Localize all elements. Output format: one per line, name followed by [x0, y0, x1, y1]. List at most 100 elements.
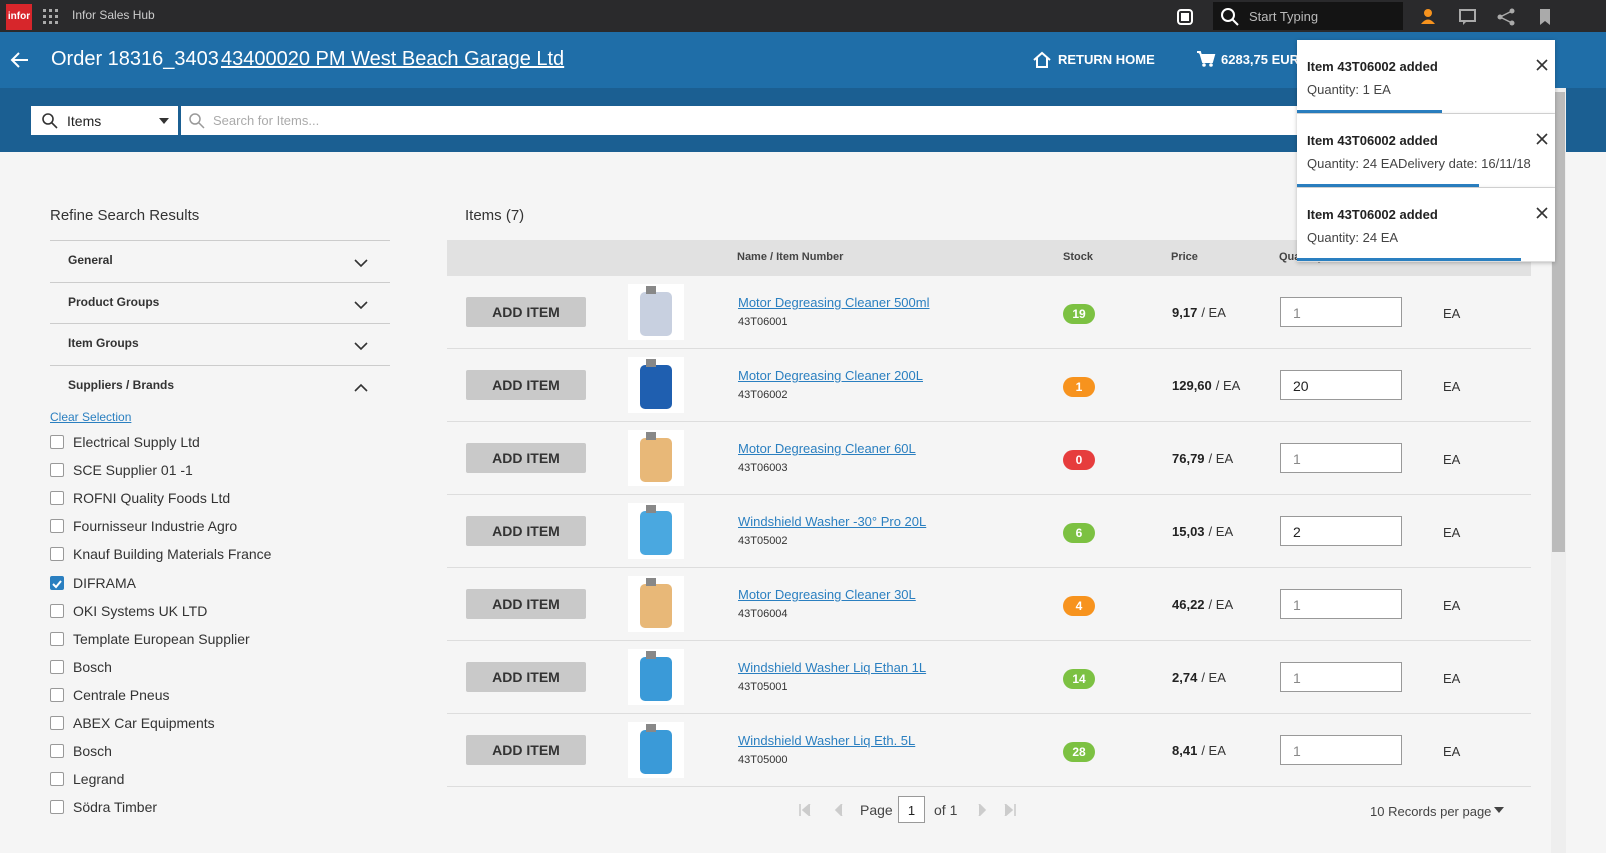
add-item-button[interactable]: ADD ITEM	[466, 589, 586, 619]
screen-icon[interactable]	[1176, 8, 1194, 26]
home-icon[interactable]	[1032, 51, 1052, 69]
scope-label: Items	[67, 113, 101, 129]
add-item-button[interactable]: ADD ITEM	[466, 735, 586, 765]
back-arrow[interactable]	[10, 51, 30, 69]
add-item-button[interactable]: ADD ITEM	[466, 370, 586, 400]
checkbox[interactable]	[50, 576, 64, 590]
checkbox[interactable]	[50, 772, 64, 786]
item-name[interactable]: Windshield Washer Liq Eth. 5L	[738, 733, 915, 748]
quantity-input[interactable]: 1	[1280, 589, 1402, 619]
toast-close[interactable]	[1536, 206, 1548, 224]
add-item-button[interactable]: ADD ITEM	[466, 443, 586, 473]
quantity-input[interactable]: 1	[1280, 297, 1402, 327]
filter-section[interactable]: Suppliers / Brands	[68, 378, 174, 392]
logo[interactable]: infor	[6, 4, 32, 30]
search-icon	[42, 113, 58, 129]
checkbox[interactable]	[50, 800, 64, 814]
add-item-button[interactable]: ADD ITEM	[466, 516, 586, 546]
clear-selection[interactable]: Clear Selection	[50, 410, 131, 424]
filter-section[interactable]: Item Groups	[68, 336, 139, 350]
quantity-input[interactable]: 20	[1280, 370, 1402, 400]
product-glyph	[628, 284, 684, 340]
search-scope[interactable]: Items	[31, 106, 178, 135]
page-input[interactable]: 1	[898, 796, 925, 823]
chevron[interactable]	[354, 255, 368, 273]
supplier-label: ROFNI Quality Foods Ltd	[73, 490, 230, 506]
chevron[interactable]	[354, 380, 368, 398]
item-name[interactable]: Motor Degreasing Cleaner 60L	[738, 441, 916, 456]
checkbox[interactable]	[50, 604, 64, 618]
search-icon	[189, 113, 205, 129]
price: 8,41	[1172, 743, 1197, 758]
row-divider	[447, 421, 1531, 422]
product-glyph	[628, 722, 684, 778]
add-item-button[interactable]: ADD ITEM	[466, 297, 586, 327]
checkbox[interactable]	[50, 660, 64, 674]
price: 76,79	[1172, 451, 1205, 466]
checkbox[interactable]	[50, 716, 64, 730]
item-name[interactable]: Motor Degreasing Cleaner 200L	[738, 368, 923, 383]
product-glyph	[628, 430, 684, 486]
item-name[interactable]: Motor Degreasing Cleaner 500ml	[738, 295, 929, 310]
supplier-label: Bosch	[73, 743, 112, 759]
column-header: Price	[1171, 251, 1198, 263]
item-number: 43T05000	[738, 754, 788, 766]
stock-badge: 28	[1063, 742, 1095, 762]
records-per-page[interactable]: 10 Records per page	[1370, 804, 1491, 819]
uom: EA	[1443, 744, 1460, 759]
quantity-input[interactable]: 1	[1280, 735, 1402, 765]
uom: EA	[1443, 525, 1460, 540]
product-image	[628, 503, 684, 559]
price-unit: / EA	[1201, 670, 1226, 685]
chevron[interactable]	[354, 338, 368, 356]
item-name[interactable]: Motor Degreasing Cleaner 30L	[738, 587, 916, 602]
item-number: 43T05002	[738, 535, 788, 547]
checkbox[interactable]	[50, 744, 64, 758]
cart-icon[interactable]	[1196, 50, 1216, 68]
price-unit: / EA	[1209, 597, 1234, 612]
customer-link[interactable]: 43400020 PM West Beach Garage Ltd	[221, 48, 564, 71]
chevron[interactable]	[354, 297, 368, 315]
stock-badge: 6	[1063, 523, 1095, 543]
toast: Item 43T06002 addedQuantity: 24 EA	[1297, 188, 1555, 262]
toast-close-glyph	[1536, 59, 1548, 71]
checkbox[interactable]	[50, 491, 64, 505]
checkbox[interactable]	[50, 688, 64, 702]
global-search[interactable]: Start Typing	[1213, 2, 1403, 30]
item-name[interactable]: Windshield Washer Liq Ethan 1L	[738, 660, 926, 675]
toast-close[interactable]	[1536, 58, 1548, 76]
supplier-label: Bosch	[73, 659, 112, 675]
return-home[interactable]: RETURN HOME	[1058, 52, 1155, 67]
stock-badge: 14	[1063, 669, 1095, 689]
checkbox[interactable]	[50, 463, 64, 477]
product-glyph	[628, 649, 684, 705]
toast-title: Item 43T06002 added	[1307, 207, 1438, 222]
filter-section[interactable]: General	[68, 253, 113, 267]
quantity-input[interactable]: 1	[1280, 443, 1402, 473]
pager-next[interactable]	[975, 804, 1025, 816]
price: 9,17	[1172, 305, 1197, 320]
filter-section[interactable]: Product Groups	[68, 295, 159, 309]
toolbar-icons[interactable]	[1420, 7, 1560, 27]
stock-badge: 0	[1063, 450, 1095, 470]
checkbox[interactable]	[50, 519, 64, 533]
apps-icon[interactable]	[43, 9, 58, 24]
product-image	[628, 357, 684, 413]
quantity-input[interactable]: 1	[1280, 662, 1402, 692]
add-item-button[interactable]: ADD ITEM	[466, 662, 586, 692]
stock-badge: 1	[1063, 377, 1095, 397]
item-name[interactable]: Windshield Washer -30° Pro 20L	[738, 514, 926, 529]
checkbox[interactable]	[50, 435, 64, 449]
divider	[50, 240, 390, 241]
search-placeholder: Start Typing	[1249, 9, 1318, 24]
checkbox[interactable]	[50, 632, 64, 646]
toast-stack: Item 43T06002 addedQuantity: 1 EAItem 43…	[1297, 40, 1557, 264]
stock-badge: 4	[1063, 596, 1095, 616]
order-number: Order 18316_3403	[51, 48, 219, 71]
item-number: 43T06002	[738, 389, 788, 401]
toast-close[interactable]	[1536, 132, 1548, 150]
checkbox[interactable]	[50, 547, 64, 561]
cart-total[interactable]: 6283,75 EUR	[1221, 52, 1299, 67]
quantity-input[interactable]: 2	[1280, 516, 1402, 546]
pager-prev[interactable]	[798, 804, 858, 816]
